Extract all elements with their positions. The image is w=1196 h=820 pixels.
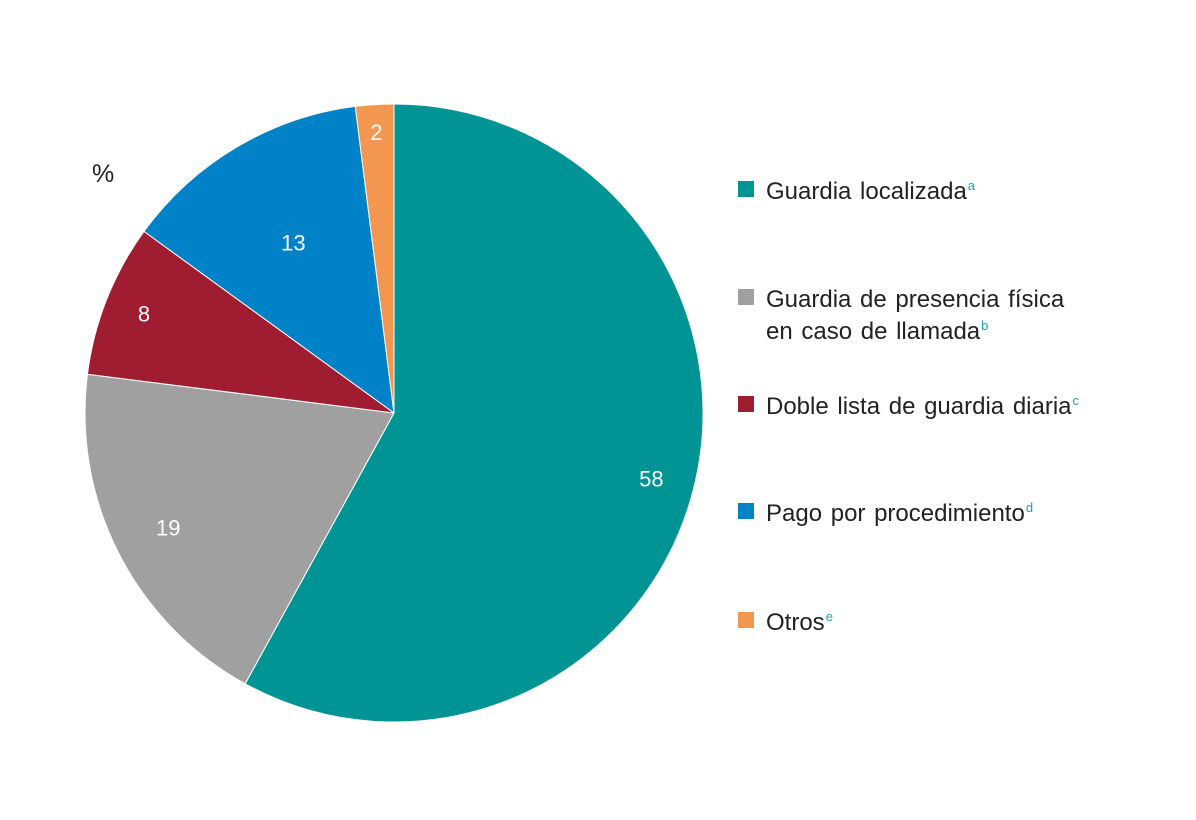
legend-swatch — [738, 612, 754, 628]
legend-footnote-marker: b — [981, 318, 989, 333]
legend-swatch — [738, 289, 754, 305]
slice-value-label: 13 — [281, 230, 305, 255]
slice-value-label: 8 — [138, 302, 150, 327]
legend-item: Guardia de presencia física en caso de ll… — [738, 284, 1178, 348]
legend-label-line: Pago por procedimientod — [766, 500, 1034, 527]
legend-item: Otrose — [738, 607, 1178, 639]
legend-swatch — [738, 503, 754, 519]
legend-label-line: Guardia de presencia física — [766, 286, 1065, 313]
legend-footnote-marker: a — [967, 178, 976, 193]
legend-footnote-marker: d — [1025, 500, 1034, 515]
pie-slice-2 — [84, 373, 395, 685]
legend-label: Guardia de presencia física en caso de ll… — [766, 284, 1064, 348]
legend-swatch — [738, 181, 754, 197]
slice-value-label: 2 — [370, 120, 382, 145]
legend-footnote-marker: c — [1072, 393, 1080, 408]
legend-footnote-marker: e — [825, 609, 833, 624]
unit-label: % — [92, 160, 115, 188]
legend-label: Doble lista de guardia diariac — [766, 391, 1079, 423]
legend-label-line: Doble lista de guardia diariac — [766, 393, 1080, 420]
legend-item: Guardia localizadaa — [738, 176, 1178, 208]
pie-slice-5 — [354, 103, 395, 414]
legend-label: Guardia localizadaa — [766, 176, 975, 208]
pie-slice-3 — [86, 230, 395, 414]
legend-label: Pago por procedimientod — [766, 498, 1033, 530]
pie-slice-1 — [244, 103, 704, 723]
pie-slice-4 — [143, 105, 395, 415]
legend-item: Doble lista de guardia diariac — [738, 391, 1178, 423]
legend-label-line: Otrose — [766, 609, 833, 636]
legend-label-line: Guardia localizadaa — [766, 178, 976, 205]
legend-item: Pago por procedimientod — [738, 498, 1178, 530]
legend-label: Otrose — [766, 607, 833, 639]
legend-label-line: en caso de llamadab — [766, 318, 989, 345]
slice-value-label: 58 — [639, 467, 663, 492]
legend-swatch — [738, 396, 754, 412]
slice-value-label: 19 — [156, 516, 180, 541]
